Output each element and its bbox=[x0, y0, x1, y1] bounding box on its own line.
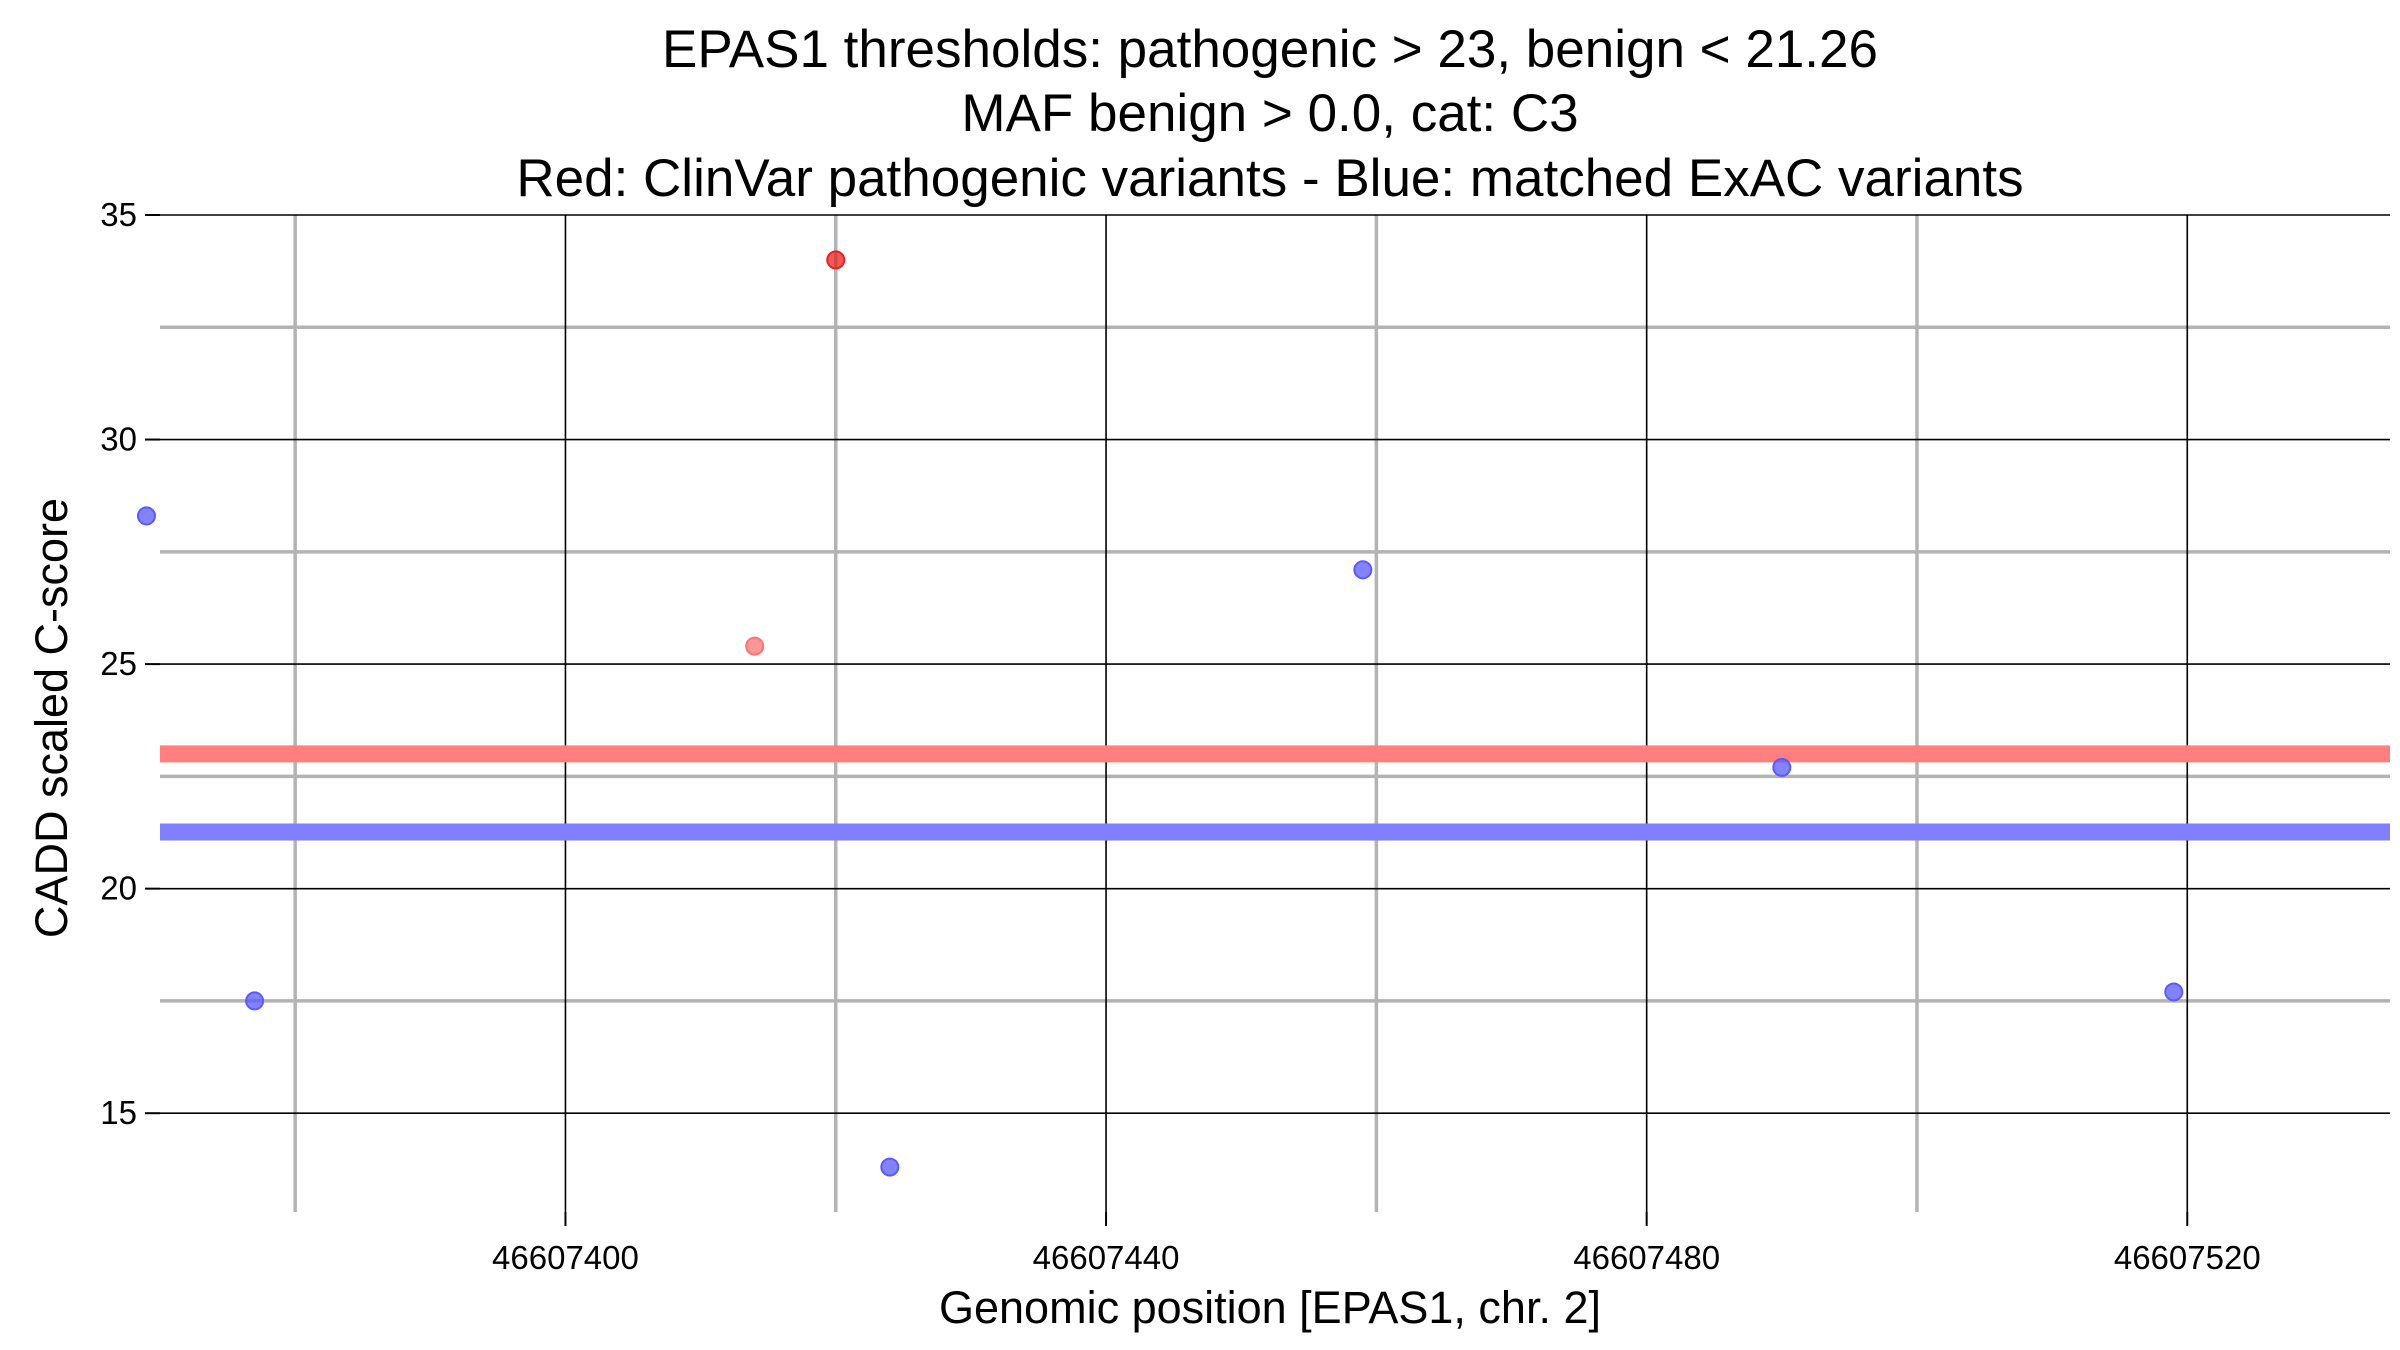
pathogenic-point bbox=[745, 636, 765, 656]
y-axis-title: CADD scaled C-score bbox=[26, 498, 77, 938]
x-tick-label: 46607480 bbox=[1573, 1239, 1720, 1276]
threshold-lines bbox=[160, 745, 2390, 841]
y-tick-label: 25 bbox=[100, 645, 137, 682]
benign-point bbox=[245, 991, 265, 1011]
chart-title-line-2: MAF benign > 0.0, cat: C3 bbox=[961, 84, 1578, 143]
pathogenic-point bbox=[826, 250, 846, 270]
y-tick-label: 35 bbox=[100, 196, 137, 233]
major-gridlines bbox=[160, 214, 2390, 1212]
x-axis-title: Genomic position [EPAS1, chr. 2] bbox=[939, 1282, 1601, 1333]
minor-gridlines bbox=[160, 215, 2390, 1212]
y-tick-label: 20 bbox=[100, 870, 137, 907]
benign-point bbox=[880, 1157, 900, 1177]
y-tick-label: 15 bbox=[100, 1094, 137, 1131]
benign-point bbox=[2164, 982, 2184, 1002]
x-tick-label: 46607400 bbox=[492, 1239, 639, 1276]
x-axis: 46607400 46607440 46607480 46607520 bbox=[492, 1212, 2261, 1276]
x-tick-label: 46607440 bbox=[1033, 1239, 1180, 1276]
benign-point bbox=[1353, 560, 1373, 580]
chart-title-line-3: Red: ClinVar pathogenic variants - Blue:… bbox=[516, 149, 2023, 208]
x-tick-label: 46607520 bbox=[2114, 1239, 2261, 1276]
benign-point bbox=[1772, 757, 1792, 777]
chart-title-line-1: EPAS1 thresholds: pathogenic > 23, benig… bbox=[662, 20, 1878, 79]
y-tick-label: 30 bbox=[100, 421, 137, 458]
chart-title: EPAS1 thresholds: pathogenic > 23, benig… bbox=[516, 20, 2023, 208]
y-axis: 15 20 25 30 35 bbox=[100, 196, 160, 1131]
data-points bbox=[136, 250, 2184, 1177]
benign-point bbox=[136, 506, 156, 526]
